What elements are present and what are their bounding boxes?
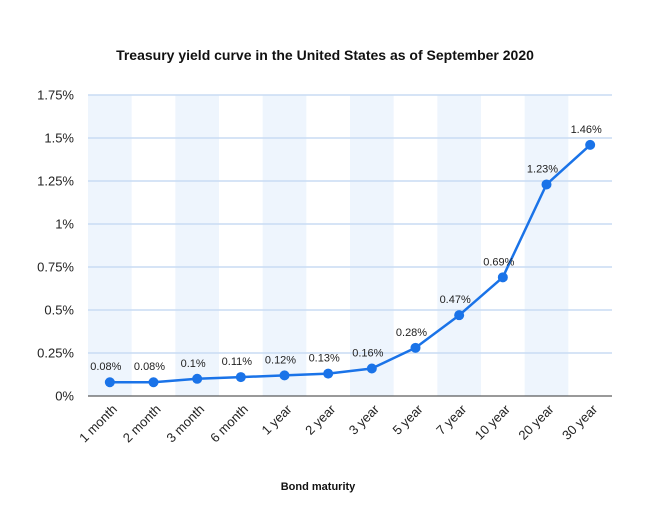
data-label: 0.13% xyxy=(309,353,340,365)
series-line xyxy=(109,143,592,384)
background-band xyxy=(175,95,219,396)
data-point xyxy=(279,370,290,381)
data-label: 1.46% xyxy=(571,124,602,136)
data-label: 0.69% xyxy=(483,256,514,268)
x-tick-label: 2 year xyxy=(302,401,339,438)
data-label: 0.28% xyxy=(396,327,427,339)
data-point xyxy=(366,363,377,374)
data-point xyxy=(541,179,552,190)
data-label: 0.47% xyxy=(440,294,471,306)
data-label: 0.08% xyxy=(90,361,121,373)
data-point xyxy=(148,377,159,388)
chart-title: Treasury yield curve in the United State… xyxy=(116,47,534,63)
data-label: 0.16% xyxy=(352,347,383,359)
data-point xyxy=(585,139,596,150)
data-point xyxy=(410,342,421,353)
y-tick-label: 1.25% xyxy=(37,174,74,189)
data-labels: 0.08% 0.08% 0.1% 0.11% 0.12% 0.13% 0.16% 0.28% 0… xyxy=(90,124,602,373)
data-point xyxy=(192,373,203,384)
x-tick-label: 1 year xyxy=(258,401,295,438)
data-point xyxy=(497,272,508,283)
x-axis-title: Bond maturity xyxy=(281,481,356,493)
data-point xyxy=(104,377,115,388)
background-band xyxy=(262,95,307,396)
alternating-bands xyxy=(88,95,569,396)
data-point xyxy=(323,368,334,379)
data-label: 0.11% xyxy=(222,356,253,368)
x-axis: 1 month 2 month 3 month 6 month 1 year 2 year… xyxy=(76,401,601,445)
data-point xyxy=(235,372,246,383)
y-tick-label: 1.5% xyxy=(44,131,74,146)
y-tick-label: 1% xyxy=(55,217,74,232)
x-tick-label: 1 month xyxy=(76,402,120,446)
data-point xyxy=(454,310,465,321)
y-tick-label: 0% xyxy=(55,389,74,404)
x-tick-label: 7 year xyxy=(433,401,470,438)
background-band xyxy=(88,95,132,396)
y-tick-label: 0.75% xyxy=(37,260,74,275)
x-tick-label: 10 year xyxy=(472,401,514,443)
x-tick-label: 5 year xyxy=(389,401,426,438)
x-tick-label: 6 month xyxy=(207,402,251,446)
background-band xyxy=(524,95,569,396)
x-tick-label: 30 year xyxy=(559,401,601,443)
x-tick-label: 20 year xyxy=(515,401,557,443)
data-points xyxy=(104,139,596,388)
x-tick-label: 3 month xyxy=(163,402,207,446)
y-tick-label: 1.75% xyxy=(37,88,74,103)
background-band xyxy=(437,95,481,396)
x-tick-label: 3 year xyxy=(346,401,383,438)
data-label: 0.1% xyxy=(181,358,206,370)
y-tick-label: 0.5% xyxy=(44,303,74,318)
y-axis: 0% 0.25% 0.5% 0.75% 1% 1.25% 1.5% 1.75% xyxy=(37,88,74,404)
y-tick-label: 0.25% xyxy=(37,346,74,361)
data-label: 1.23% xyxy=(527,163,558,175)
data-label: 0.08% xyxy=(134,361,165,373)
x-tick-label: 2 month xyxy=(120,402,164,446)
data-label: 0.12% xyxy=(265,354,296,366)
background-band xyxy=(350,95,394,396)
gridlines xyxy=(88,94,612,354)
